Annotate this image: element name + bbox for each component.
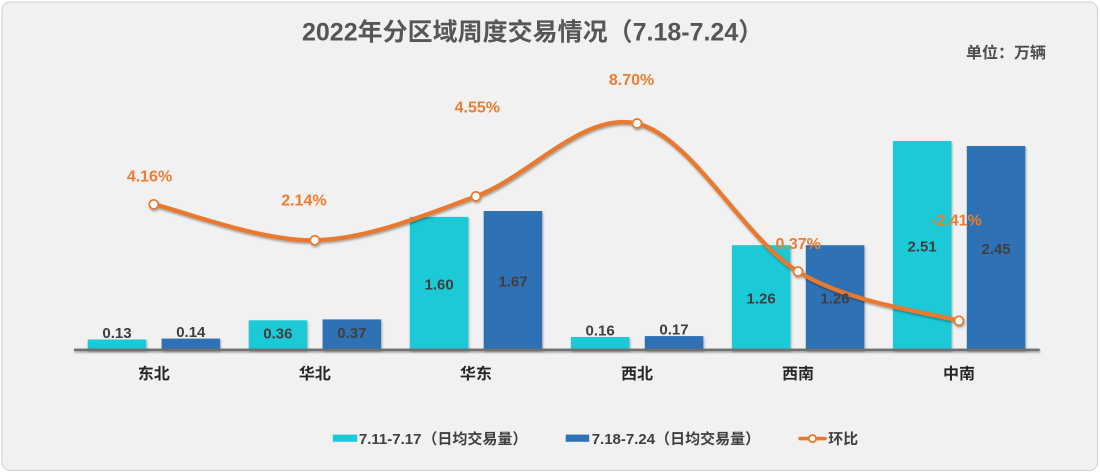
svg-text:8.70%: 8.70%: [609, 72, 654, 89]
svg-text:2.51: 2.51: [907, 239, 936, 256]
svg-text:7.11-7.17: 7.11-7.17: [359, 431, 422, 448]
svg-text:0.37%: 0.37%: [776, 236, 821, 253]
svg-text:0.16: 0.16: [585, 322, 614, 339]
svg-text:1.67: 1.67: [498, 273, 527, 290]
svg-text:0.13: 0.13: [102, 325, 131, 342]
svg-text:1.26: 1.26: [820, 291, 849, 308]
svg-text:7.18-7.24: 7.18-7.24: [633, 19, 739, 47]
svg-text:0.17: 0.17: [659, 322, 688, 339]
svg-text:4.55%: 4.55%: [455, 100, 500, 117]
svg-text:1.60: 1.60: [424, 276, 453, 293]
svg-text:0.37: 0.37: [337, 325, 366, 342]
svg-text:-2.41%: -2.41%: [931, 213, 982, 230]
svg-text:7.18-7.24: 7.18-7.24: [592, 431, 656, 448]
svg-text:1.26: 1.26: [746, 291, 775, 308]
svg-text:4.16%: 4.16%: [127, 168, 172, 185]
svg-text:2.14%: 2.14%: [281, 192, 326, 209]
svg-text:2.45: 2.45: [981, 241, 1010, 258]
svg-text:0.14: 0.14: [176, 324, 206, 341]
svg-text:0.36: 0.36: [263, 326, 292, 343]
svg-text:2022: 2022: [302, 19, 358, 47]
